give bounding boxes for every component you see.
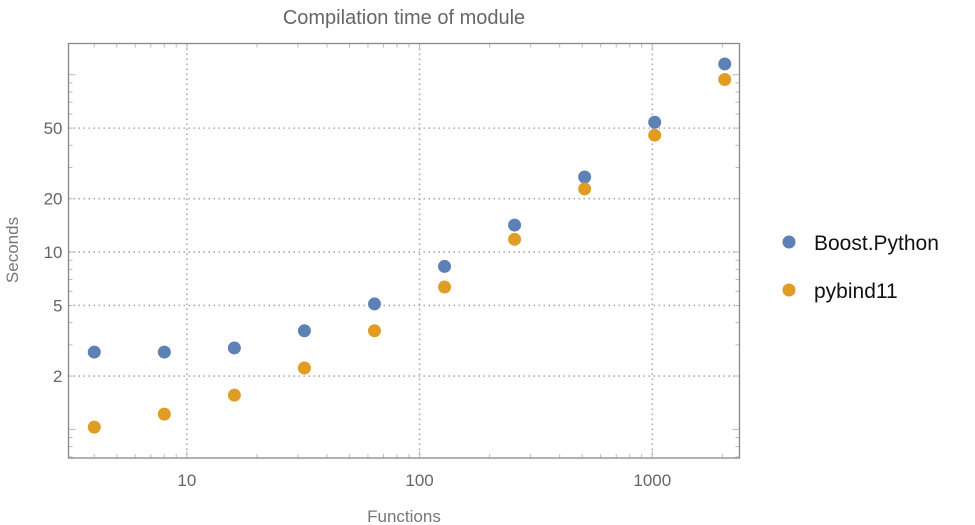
point-pybind11 (297, 361, 311, 375)
point-pybind11 (227, 388, 241, 402)
y-tick-label: 20 (44, 190, 63, 209)
point-boost-python (157, 345, 171, 359)
point-pybind11 (367, 324, 381, 338)
point-boost-python (367, 297, 381, 311)
point-boost-python (508, 218, 522, 232)
x-tick-label: 1000 (633, 471, 671, 490)
point-boost-python (438, 259, 452, 273)
y-tick-label: 50 (44, 119, 63, 138)
point-boost-python (718, 57, 732, 71)
x-axis-title: Functions (367, 507, 441, 525)
data-points (87, 57, 732, 434)
y-tick-label: 5 (53, 296, 62, 315)
point-pybind11 (157, 407, 171, 421)
point-boost-python (87, 345, 101, 359)
legend-label: pybind11 (814, 280, 898, 303)
x-tick-label: 10 (177, 471, 196, 490)
chart-title: Compilation time of module (283, 7, 525, 29)
point-pybind11 (648, 128, 662, 142)
grid (68, 43, 740, 458)
point-boost-python (297, 324, 311, 338)
legend: Boost.Python pybind11 (782, 232, 939, 303)
legend-label: Boost.Python (814, 232, 939, 255)
point-pybind11 (87, 420, 101, 434)
point-pybind11 (508, 232, 522, 246)
point-pybind11 (438, 280, 452, 294)
point-boost-python (227, 341, 241, 355)
point-boost-python (648, 115, 662, 129)
y-tick-label: 2 (53, 367, 62, 386)
point-pybind11 (718, 72, 732, 86)
plot-frame (67, 42, 741, 459)
x-tick-label: 100 (405, 471, 433, 490)
axis-ticks: 10 100 1000 2 5 10 20 50 (44, 43, 740, 490)
point-pybind11 (578, 182, 592, 196)
legend-marker (782, 235, 796, 249)
legend-marker (782, 283, 796, 297)
y-tick-label: 10 (44, 243, 63, 262)
y-axis-title: Seconds (3, 217, 22, 283)
point-boost-python (578, 170, 592, 184)
